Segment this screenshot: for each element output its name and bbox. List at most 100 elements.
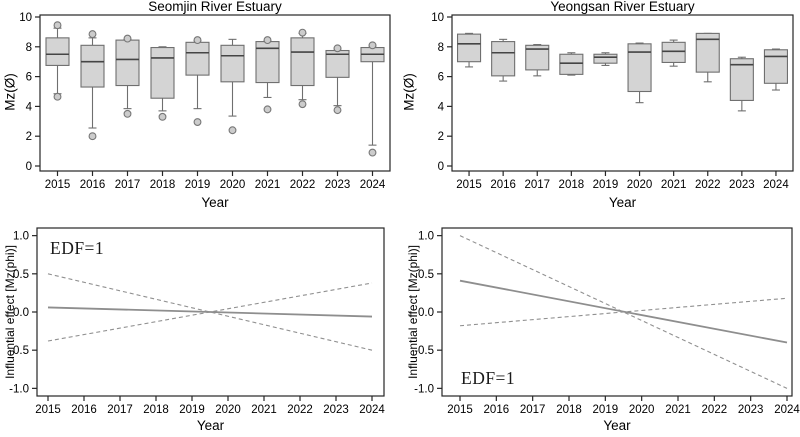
x-tick-label: 2017 [524,179,550,191]
box-2022 [695,32,720,73]
outlier-point [193,118,202,126]
y-tick-label: 6 [26,72,32,84]
outlier-point [88,132,97,141]
box-2019 [185,41,210,76]
outlier-point [368,41,377,50]
box-2019 [593,53,618,64]
box-2024 [763,49,789,84]
panel-seomjin-gam: 1.0 0.5 0.0 -0.5 -1.0 2015 2016 2017 2018 2019 202… [9,227,385,416]
outlier-point [228,126,237,135]
seomjin-gam-xlabel: Year [196,418,225,433]
y-tick-label: -0.5 [414,345,434,357]
x-tick-label: 2019 [593,179,619,191]
box-2016 [491,41,516,77]
box-2020 [220,44,245,83]
outlier-point [368,148,377,157]
lower-ci-line [47,282,373,342]
seomjin-gam-ylabel: Influential effect [Mz(phi)] [3,245,17,379]
box-2017 [525,44,550,71]
outlier-point [333,44,342,53]
x-tick-label: 2016 [484,404,510,416]
y-tick-label: -1.0 [414,383,434,395]
x-tick-label: 2016 [71,404,97,416]
box-2018 [150,46,175,99]
outlier-point [193,36,202,45]
x-tick-label: 2023 [729,179,755,191]
y-tick-label: 2 [26,131,32,143]
outlier-point [333,106,342,115]
y-tick-label: 4 [26,101,33,113]
y-tick-label: 8 [26,42,32,54]
panel-yeongsan-boxplot: 0 2 4 6 8 10 2015 2016 2017 2018 2019 2020 2021 2022 2… [431,12,794,191]
outlier-point [158,112,167,121]
y-tick-label: -1.0 [9,383,29,395]
yeongsan-gam-edf-annotation: EDF=1 [461,368,516,388]
x-tick-label: 2020 [215,404,241,416]
x-tick-label: 2023 [325,179,351,191]
x-tick-label: 2021 [665,404,691,416]
y-tick-label: 2 [438,131,444,143]
x-tick-label: 2024 [774,404,800,416]
x-tick-label: 2022 [287,404,313,416]
x-tick-label: 2017 [107,404,133,416]
x-tick-label: 2015 [35,404,61,416]
x-tick-label: 2024 [763,179,789,191]
y-tick-label: 0 [438,161,444,173]
box-2022 [290,37,315,87]
seomjin-boxplot-ylabel: Mz(Ø) [2,73,18,111]
y-tick-label: 1.0 [13,231,29,243]
y-tick-label: -0.5 [9,345,29,357]
x-tick-label: 2021 [251,404,277,416]
x-tick-label: 2018 [150,179,176,191]
x-tick-label: 2017 [115,179,141,191]
x-tick-label: 2024 [359,404,385,416]
x-tick-label: 2015 [456,179,482,191]
x-tick-label: 2023 [323,404,349,416]
x-tick-label: 2020 [627,179,653,191]
x-tick-label: 2018 [143,404,169,416]
x-tick-label: 2020 [629,404,655,416]
outlier-point [263,36,272,45]
x-tick-label: 2019 [179,404,205,416]
x-tick-label: 2019 [593,404,619,416]
yeongsan-boxplot-ylabel: Mz(Ø) [401,73,417,111]
y-tick-label: 8 [438,42,444,54]
box-2020 [627,43,652,93]
y-tick-label: 1.0 [418,231,434,243]
x-tick-label: 2022 [290,179,316,191]
y-tick-label: 0.5 [418,269,434,281]
yeongsan-gam-xlabel: Year [603,418,631,433]
box-2023 [729,58,754,101]
box-2021 [661,41,686,63]
outlier-point [123,34,132,43]
outlier-point [88,30,97,39]
outlier-point [298,28,307,37]
x-tick-label: 2023 [738,404,764,416]
x-tick-label: 2020 [220,179,246,191]
x-tick-label: 2016 [490,179,516,191]
box-2015 [456,33,482,63]
panel-yeongsan-gam: 1.0 0.5 0.0 -0.5 -1.0 2015 2016 2017 2018 2019 202… [414,227,800,416]
yeongsan-gam-ylabel: Influential effect [Mz(phi)] [406,245,420,379]
x-tick-label: 2018 [556,404,582,416]
yeongsan-boxplot-title: Yeongsan River Estuary [550,0,695,14]
lower-ci-line [459,297,788,327]
y-tick-label: 4 [438,101,445,113]
x-tick-label: 2015 [45,179,71,191]
y-tick-label: 0 [26,161,32,173]
seomjin-boxplot-xlabel: Year [201,195,229,210]
x-tick-label: 2018 [559,179,585,191]
y-tick-label: 0.0 [13,307,29,319]
y-tick-label: 10 [431,12,444,24]
y-tick-label: 0.0 [418,307,434,319]
x-tick-label: 2021 [661,179,687,191]
outlier-point [298,100,307,109]
plot-frame [39,14,391,172]
outlier-point [53,92,62,101]
seomjin-boxplot-title: Seomjin River Estuary [148,0,282,14]
x-tick-label: 2021 [255,179,281,191]
plot-frame [451,14,794,172]
x-tick-label: 2024 [360,179,386,191]
